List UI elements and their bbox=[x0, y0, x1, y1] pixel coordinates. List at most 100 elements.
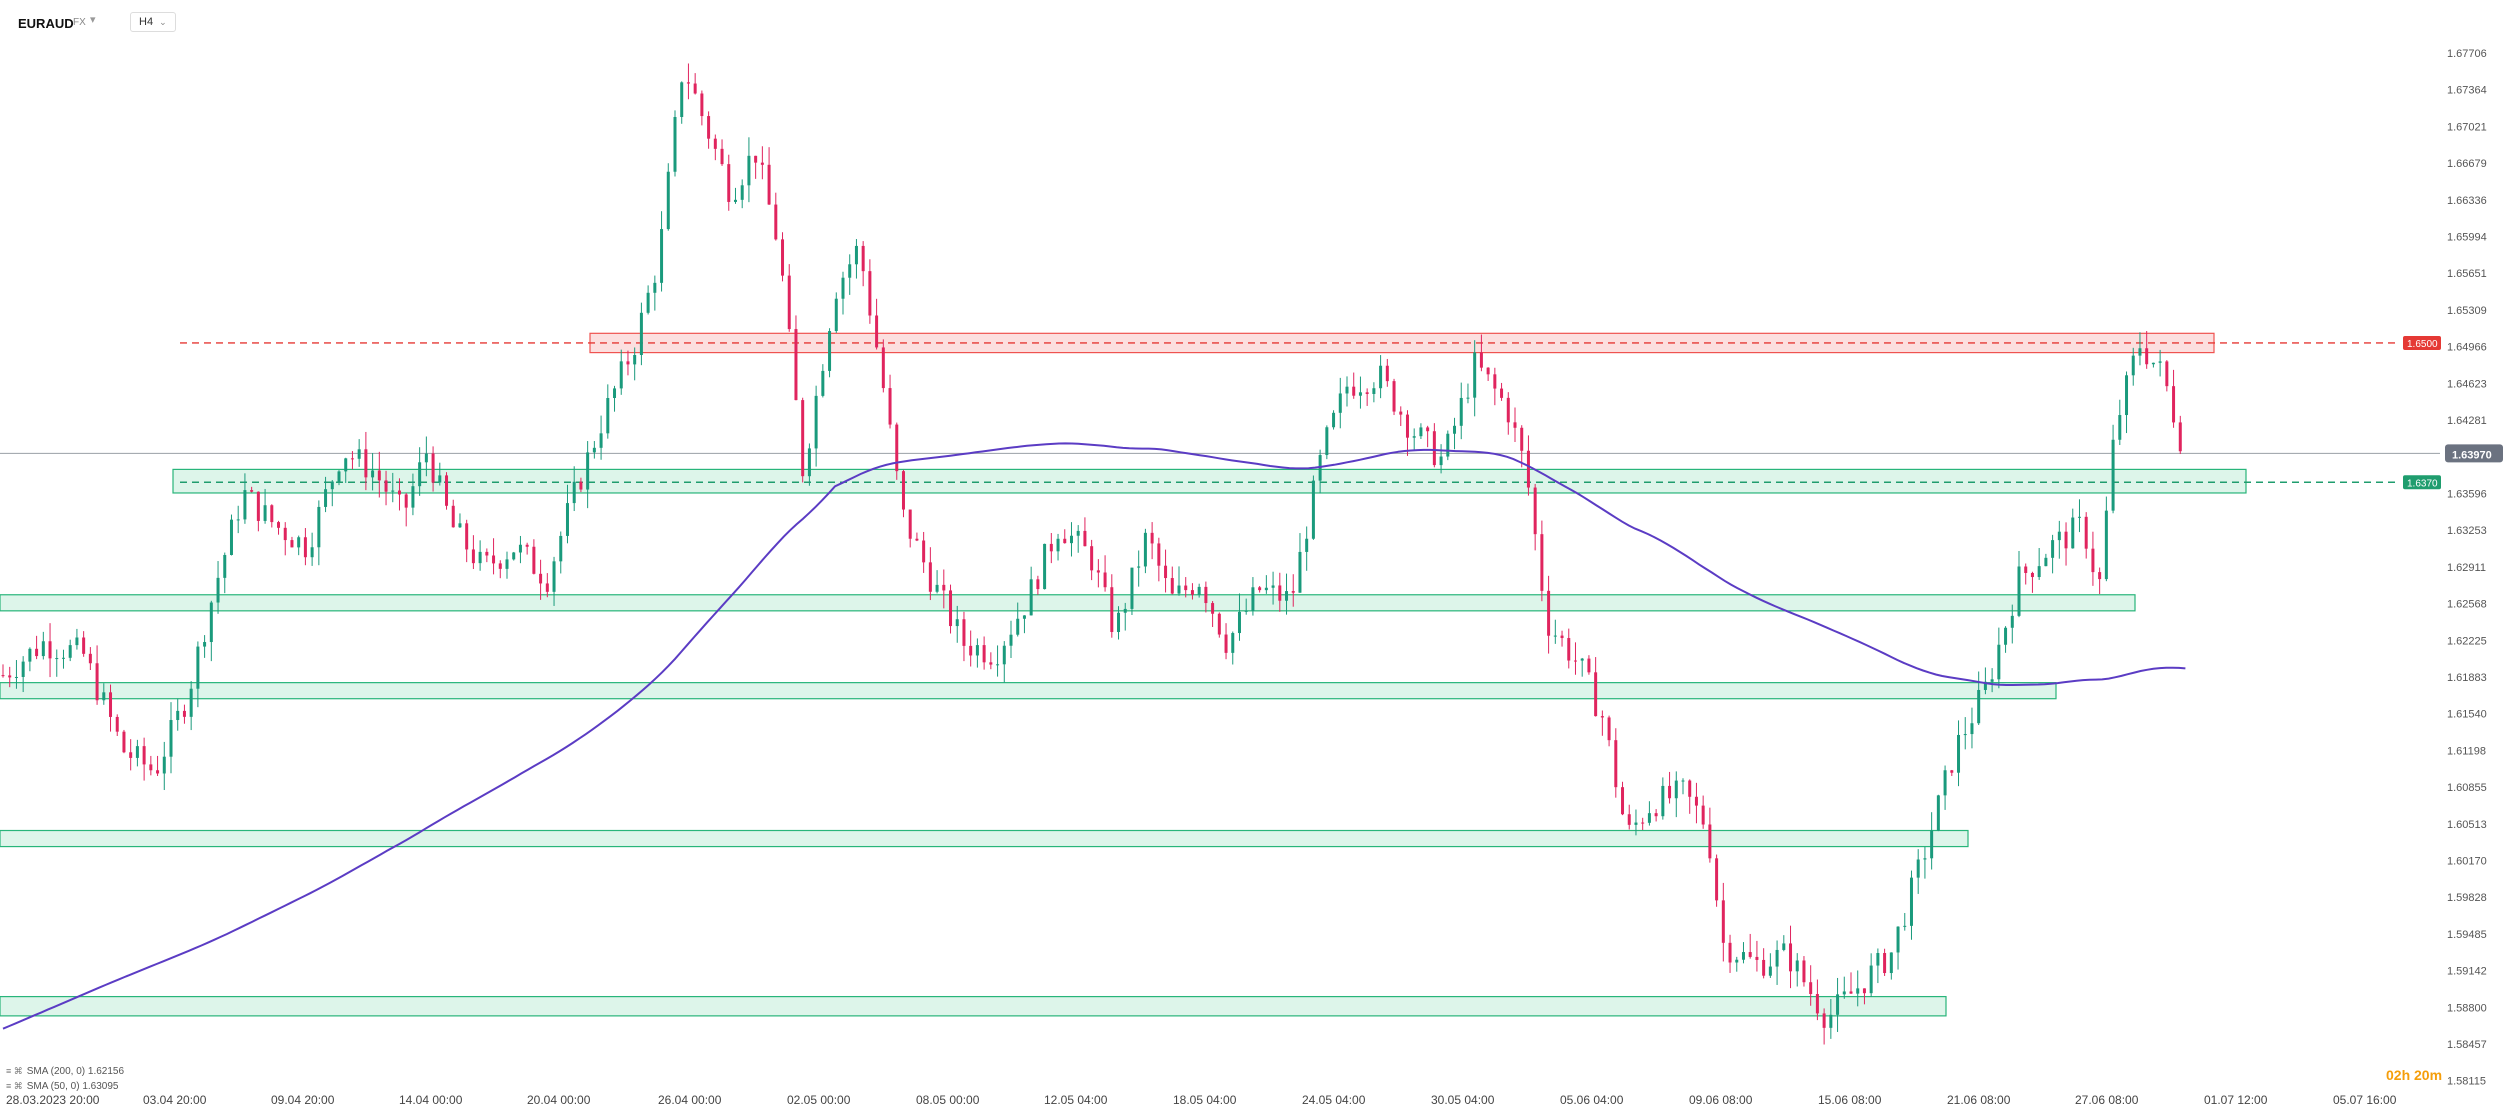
candle-body bbox=[498, 563, 502, 569]
candle-body bbox=[404, 494, 408, 508]
candle-body bbox=[1063, 538, 1067, 544]
candle-body bbox=[975, 645, 979, 656]
candle-body bbox=[1708, 824, 1712, 859]
candle-body bbox=[290, 540, 294, 548]
y-tick-label: 1.67364 bbox=[2447, 85, 2487, 97]
candle-body bbox=[639, 312, 643, 355]
candle-body bbox=[1365, 392, 1369, 394]
x-tick-label: 05.06 04:00 bbox=[1560, 1093, 1624, 1107]
candle-body bbox=[1822, 1013, 1826, 1028]
x-tick-label: 26.04 00:00 bbox=[658, 1093, 722, 1107]
candle-body bbox=[1957, 734, 1961, 773]
candle-body bbox=[1634, 822, 1638, 825]
candle-body bbox=[572, 481, 576, 504]
candle-body bbox=[142, 746, 146, 765]
x-tick-label: 02.05 00:00 bbox=[787, 1093, 851, 1107]
candle-body bbox=[1560, 635, 1564, 639]
current-price-badge bbox=[2445, 444, 2503, 463]
candle-body bbox=[317, 506, 321, 548]
x-tick-label: 01.07 12:00 bbox=[2204, 1093, 2268, 1107]
legend-sma200[interactable]: ≡ ⌘ SMA (200, 0) 1.62156 bbox=[6, 1064, 124, 1079]
candle-body bbox=[1170, 578, 1174, 594]
x-tick-label: 09.04 20:00 bbox=[271, 1093, 335, 1107]
candle-body bbox=[539, 573, 543, 584]
candle-body bbox=[794, 329, 798, 401]
candle-body bbox=[149, 764, 153, 771]
timeframe-selector[interactable]: H4 ⌄ bbox=[130, 12, 176, 32]
y-tick-label: 1.64623 bbox=[2447, 378, 2487, 390]
candle-body bbox=[949, 590, 953, 627]
candle-body bbox=[1614, 740, 1618, 788]
candle-body bbox=[95, 663, 99, 701]
candle-body bbox=[767, 164, 771, 205]
candle-body bbox=[68, 645, 72, 658]
y-tick-label: 1.58115 bbox=[2447, 1076, 2486, 1088]
candle-body bbox=[720, 148, 724, 165]
candle-body bbox=[1150, 532, 1154, 544]
candle-body bbox=[626, 361, 630, 365]
symbol-dropdown-icon[interactable]: ▾ bbox=[90, 14, 96, 26]
candle-body bbox=[2030, 572, 2034, 578]
candle-body bbox=[1567, 638, 1571, 661]
candle-body bbox=[391, 490, 395, 492]
candle-body bbox=[418, 462, 422, 487]
candle-body bbox=[196, 646, 200, 689]
y-tick-label: 1.59828 bbox=[2447, 892, 2487, 904]
bar-countdown: 02h 20m bbox=[2386, 1067, 2443, 1083]
candle-body bbox=[942, 584, 946, 591]
candle-body bbox=[2091, 548, 2095, 573]
x-tick-label: 09.06 08:00 bbox=[1689, 1093, 1753, 1107]
candle-body bbox=[1815, 994, 1819, 1014]
candle-body bbox=[888, 388, 892, 425]
candle-body bbox=[747, 155, 751, 186]
candle-body bbox=[431, 453, 435, 483]
y-tick-label: 1.67021 bbox=[2447, 121, 2487, 133]
legend-sma50[interactable]: ≡ ⌘ SMA (50, 0) 1.63095 bbox=[6, 1079, 124, 1094]
candle-body bbox=[2004, 627, 2008, 645]
indicator-settings-icon[interactable]: ≡ ⌘ bbox=[6, 1081, 23, 1091]
candle-body bbox=[75, 637, 79, 646]
candle-body bbox=[915, 538, 919, 541]
candle-body bbox=[1694, 796, 1698, 806]
candle-body bbox=[1157, 543, 1161, 566]
candle-body bbox=[1970, 723, 1974, 735]
candle-body bbox=[801, 400, 805, 477]
candle-body bbox=[1553, 635, 1557, 637]
candle-body bbox=[613, 388, 617, 399]
candle-body bbox=[1164, 565, 1168, 579]
candle-body bbox=[55, 658, 59, 660]
candle-body bbox=[324, 489, 328, 507]
candle-body bbox=[1211, 603, 1215, 614]
candle-body bbox=[1587, 658, 1591, 673]
support-zone bbox=[0, 995, 1947, 1017]
candle-body bbox=[1896, 926, 1900, 953]
candle-body bbox=[586, 452, 590, 490]
candle-body bbox=[1647, 813, 1651, 823]
candle-body bbox=[21, 661, 25, 677]
candle-body bbox=[1701, 805, 1705, 825]
current-price-label: 1.63970 bbox=[2452, 449, 2492, 461]
candle-body bbox=[996, 664, 1000, 666]
candle-body bbox=[1392, 381, 1396, 412]
candle-body bbox=[565, 503, 569, 536]
candle-body bbox=[1768, 966, 1772, 976]
candle-body bbox=[1621, 787, 1625, 815]
candle-body bbox=[1627, 814, 1631, 825]
candle-body bbox=[821, 370, 825, 396]
candle-body bbox=[592, 447, 596, 453]
x-tick-label: 05.07 16:00 bbox=[2333, 1093, 2397, 1107]
candle-body bbox=[1110, 587, 1114, 633]
candle-body bbox=[2178, 422, 2182, 452]
candle-body bbox=[1775, 949, 1779, 967]
symbol-label[interactable]: EURAUD bbox=[18, 16, 74, 31]
candle-body bbox=[2057, 531, 2061, 541]
y-tick-label: 1.59485 bbox=[2447, 929, 2487, 941]
candle-body bbox=[2138, 348, 2142, 356]
candle-body bbox=[1802, 960, 1806, 983]
candle-body bbox=[1741, 952, 1745, 960]
candle-body bbox=[451, 505, 455, 528]
indicator-settings-icon[interactable]: ≡ ⌘ bbox=[6, 1066, 23, 1076]
legend-sma200-text: SMA (200, 0) 1.62156 bbox=[26, 1066, 125, 1077]
candle-body bbox=[1809, 982, 1813, 995]
